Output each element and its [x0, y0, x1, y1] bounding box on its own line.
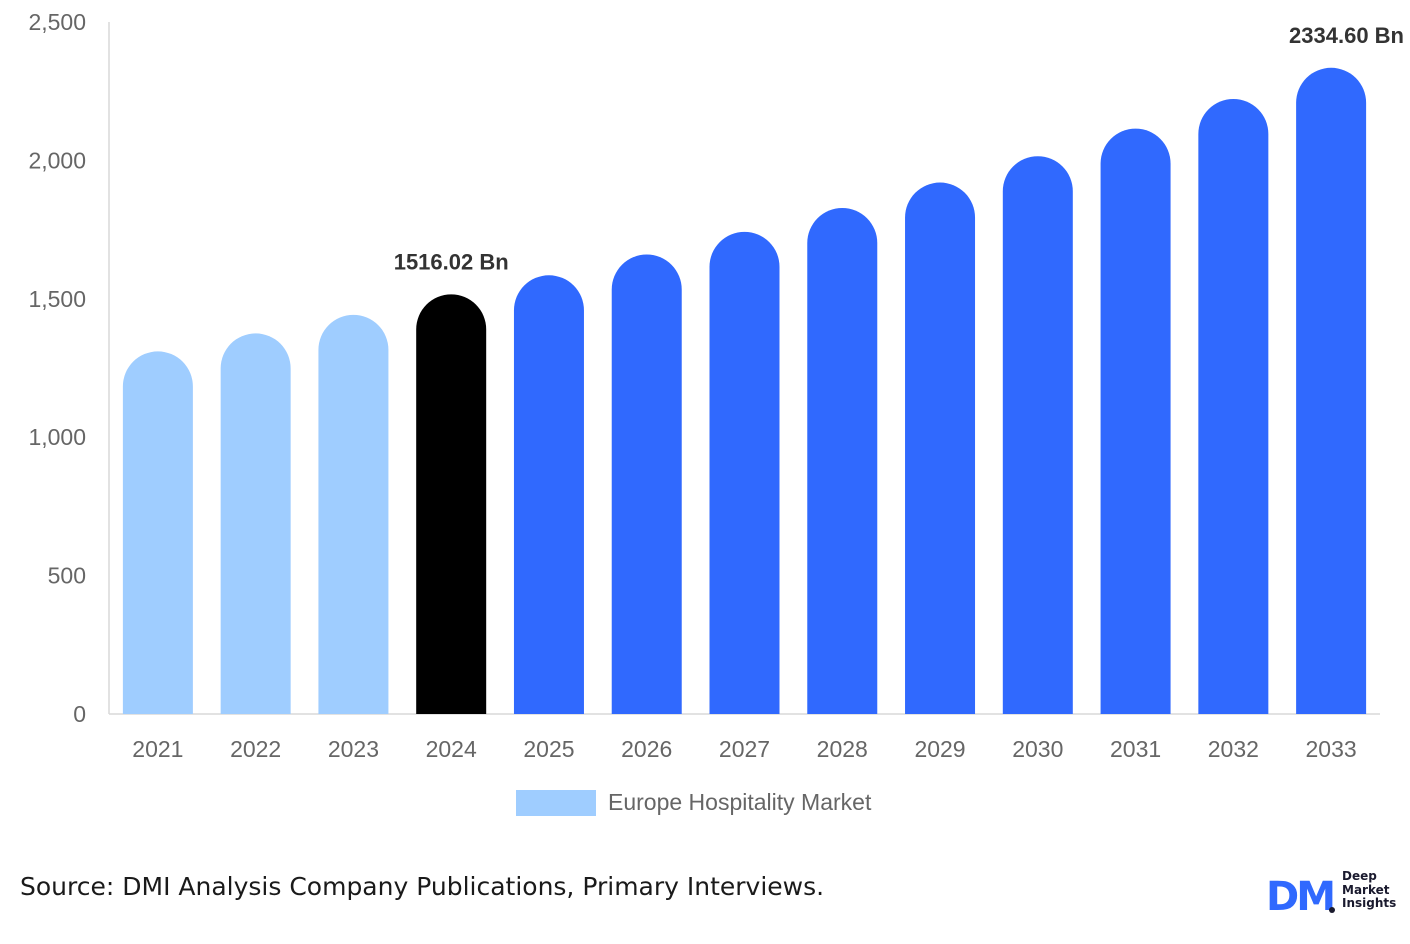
bar-2029[interactable] — [905, 182, 976, 715]
x-tick-label: 2024 — [426, 736, 477, 762]
x-tick-label: 2027 — [719, 736, 770, 762]
brand-line-deep: Deep — [1342, 869, 1377, 883]
x-axis-tick-labels: 2021 2022 2023 2024 2025 2026 2027 2028 2029 2030… — [132, 736, 1356, 762]
legend-swatch — [516, 790, 596, 816]
x-tick-label: 2025 — [523, 736, 574, 762]
x-tick-label: 2033 — [1306, 736, 1357, 762]
brand-logo: DM Deep Market Insights — [1266, 869, 1406, 920]
bar-2031[interactable] — [1100, 128, 1171, 714]
data-labels: 1516.02 Bn 2334.60 Bn — [394, 23, 1404, 275]
bar-2024[interactable] — [416, 294, 487, 714]
brand-name: Deep Market Insights — [1342, 869, 1397, 911]
x-tick-label: 2032 — [1208, 736, 1259, 762]
bar-2022[interactable] — [220, 333, 291, 714]
legend-label: Europe Hospitality Market — [608, 789, 872, 815]
x-tick-label: 2031 — [1110, 736, 1161, 762]
bars — [122, 67, 1367, 715]
x-tick-label: 2029 — [914, 736, 965, 762]
logo-letters: DM — [1266, 874, 1333, 919]
bar-2033[interactable] — [1296, 67, 1367, 715]
brand-line-market: Market — [1342, 882, 1390, 897]
brand-line-insights: Insights — [1342, 896, 1397, 910]
data-label-2024: 1516.02 Bn — [394, 249, 509, 274]
dm-logo-mark-icon: DM — [1266, 874, 1336, 920]
y-tick-label: 2,000 — [28, 147, 86, 173]
y-tick-label: 500 — [48, 563, 86, 589]
x-tick-label: 2028 — [817, 736, 868, 762]
bar-2021[interactable] — [122, 351, 193, 714]
data-label-2033: 2334.60 Bn — [1289, 23, 1404, 48]
bar-2026[interactable] — [611, 254, 682, 714]
x-tick-label: 2021 — [132, 736, 183, 762]
x-tick-label: 2022 — [230, 736, 281, 762]
x-tick-label: 2030 — [1012, 736, 1063, 762]
bar-2025[interactable] — [513, 275, 584, 714]
bar-2032[interactable] — [1198, 98, 1269, 715]
bar-2030[interactable] — [1002, 156, 1073, 714]
legend[interactable]: Europe Hospitality Market — [516, 789, 872, 816]
x-tick-label: 2023 — [328, 736, 379, 762]
y-tick-label: 1,500 — [28, 286, 86, 312]
y-tick-label: 2,500 — [28, 9, 86, 35]
y-tick-label: 1,000 — [28, 424, 86, 450]
source-footer: Source: DMI Analysis Company Publication… — [20, 872, 824, 901]
bar-2027[interactable] — [709, 231, 780, 715]
logo-dot — [1329, 907, 1335, 913]
bar-2028[interactable] — [807, 208, 878, 715]
y-axis-tick-labels: 0 500 1,000 1,500 2,000 2,500 — [28, 9, 86, 727]
source-label: Source — [20, 872, 106, 901]
x-tick-label: 2026 — [621, 736, 672, 762]
source-text: : DMI Analysis Company Publications, Pri… — [105, 872, 825, 901]
y-tick-label: 0 — [73, 701, 86, 727]
bar-2023[interactable] — [318, 314, 389, 714]
